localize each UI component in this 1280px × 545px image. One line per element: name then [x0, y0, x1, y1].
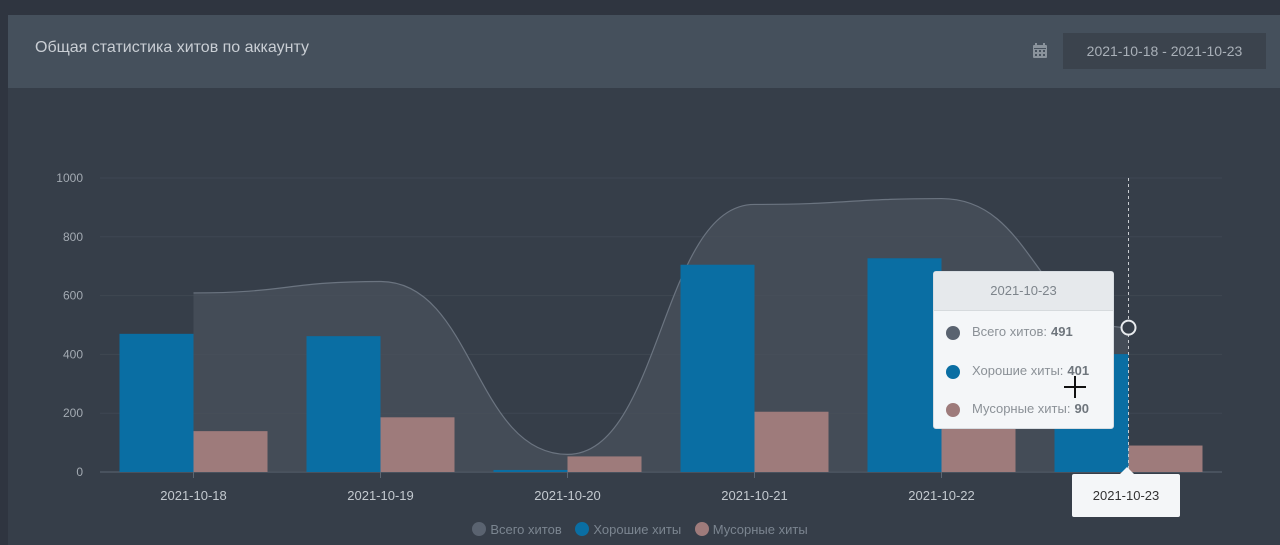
hover-point-marker: [1120, 319, 1137, 336]
legend-label: Мусорные хиты: [712, 522, 808, 537]
tooltip-row-total: Всего хитов: 491: [946, 322, 1073, 342]
tooltip-value: 491: [1051, 324, 1073, 339]
legend-label: Всего хитов: [490, 522, 562, 537]
y-tick-label: 1000: [56, 171, 83, 185]
legend-item-good[interactable]: Хорошие хиты: [575, 522, 681, 537]
tooltip-value: 90: [1074, 401, 1089, 416]
panel-header: Общая статистика хитов по аккаунту 2021-…: [8, 15, 1280, 88]
bar-good-hits: [680, 264, 755, 472]
tooltip-row-good: Хорошие хиты: 401: [946, 361, 1089, 381]
bar-junk-hits: [1128, 445, 1203, 472]
x-tick-label: 2021-10-19: [347, 488, 414, 503]
tooltip-row-junk: Мусорные хиты: 90: [946, 399, 1089, 419]
panel-title: Общая статистика хитов по аккаунту: [35, 39, 309, 56]
mouse-cursor-icon: [1064, 376, 1086, 398]
legend-item-junk[interactable]: Мусорные хиты: [694, 522, 808, 537]
tooltip-label: Хорошие хиты:: [972, 363, 1064, 378]
tooltip-label: Мусорные хиты:: [972, 401, 1071, 416]
bar-good-hits: [306, 336, 381, 472]
y-tick-label: 0: [76, 465, 83, 479]
x-axis-highlight-label: 2021-10-23: [1072, 467, 1180, 517]
legend-dot-icon: [472, 522, 487, 536]
junk-dot-icon: [946, 402, 960, 417]
bar-junk-hits: [380, 417, 455, 472]
y-tick-label: 800: [63, 230, 83, 244]
bar-good-hits: [867, 258, 942, 472]
bar-junk-hits: [754, 411, 829, 472]
chart-tooltip: 2021-10-23 Всего хитов: 491 Хорошие хиты:…: [933, 271, 1114, 429]
calendar-icon[interactable]: [1031, 42, 1049, 60]
total-dot-icon: [946, 325, 960, 340]
bar-junk-hits: [193, 431, 268, 472]
x-tick-label: 2021-10-22: [908, 488, 975, 503]
date-range-input[interactable]: 2021-10-18 - 2021-10-23: [1063, 33, 1266, 69]
x-tick-label: 2021-10-21: [721, 488, 788, 503]
chart-legend: Всего хитов Хорошие хиты Мусорные хиты: [0, 522, 1280, 537]
y-tick-label: 600: [63, 289, 83, 303]
bar-good-hits: [493, 469, 568, 472]
total-hits-line: [193, 197, 1129, 455]
tooltip-value: 401: [1067, 363, 1090, 378]
tooltip-title: 2021-10-23: [934, 272, 1113, 311]
legend-dot-icon: [694, 522, 709, 536]
bar-junk-hits: [567, 456, 642, 472]
legend-label: Хорошие хиты: [593, 522, 682, 537]
y-tick-label: 400: [63, 347, 83, 361]
x-tick-label: 2021-10-20: [534, 488, 601, 503]
good-dot-icon: [946, 364, 960, 379]
y-tick-label: 200: [63, 406, 83, 420]
legend-item-total[interactable]: Всего хитов: [472, 522, 562, 537]
bar-good-hits: [119, 333, 194, 472]
legend-dot-icon: [575, 522, 590, 536]
tooltip-label: Всего хитов:: [972, 324, 1048, 339]
x-tick-label: 2021-10-18: [160, 488, 227, 503]
